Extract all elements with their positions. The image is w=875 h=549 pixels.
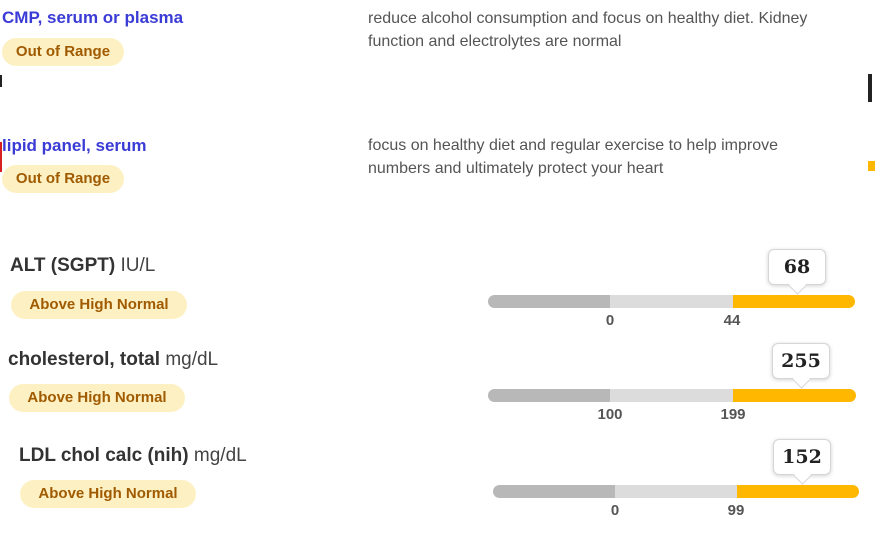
range-segment-low [488, 295, 610, 308]
test-name: ALT (SGPT) IU/L [10, 255, 155, 277]
panel-note: focus on healthy diet and regular exerci… [368, 137, 779, 177]
panel-title-lipid[interactable]: lipid panel, serum [2, 136, 147, 155]
status-badge: Above High Normal [11, 291, 187, 319]
status-badge: Out of Range [2, 165, 124, 193]
panel-title-cmp[interactable]: CMP, serum or plasma [2, 8, 184, 27]
range-segment-low [488, 389, 610, 402]
edge-marker [868, 161, 875, 171]
status-badge: Out of Range [2, 38, 124, 66]
edge-marker [0, 142, 2, 172]
range-high-label: 99 [727, 502, 745, 519]
test-label: LDL chol calc (nih) [19, 445, 189, 466]
range-segment-normal [610, 389, 733, 402]
range-bar [488, 389, 856, 402]
edge-marker [868, 74, 872, 102]
test-name: LDL chol calc (nih) mg/dL [19, 445, 247, 467]
range-segment-normal [615, 485, 737, 498]
range-bar [488, 295, 855, 308]
range-segment-high [737, 485, 859, 498]
range-low-label: 0 [610, 502, 620, 519]
range-low-label: 100 [597, 406, 623, 423]
panel-note: reduce alcohol consumption and focus on … [368, 10, 808, 50]
test-name: cholesterol, total mg/dL [8, 349, 218, 371]
result-value-bubble: 68 [768, 249, 826, 285]
test-unit: mg/dL [165, 349, 219, 370]
range-high-label: 199 [720, 406, 746, 423]
result-value-bubble: 152 [773, 439, 831, 475]
test-label: ALT (SGPT) [10, 255, 116, 276]
test-unit: IU/L [120, 255, 156, 276]
range-segment-high [733, 295, 855, 308]
status-badge: Above High Normal [20, 480, 196, 508]
status-badge: Above High Normal [9, 384, 185, 412]
range-segment-low [493, 485, 615, 498]
test-unit: mg/dL [193, 445, 247, 466]
range-segment-high [733, 389, 856, 402]
range-high-label: 44 [723, 312, 741, 329]
edge-marker [0, 75, 2, 87]
range-segment-normal [610, 295, 733, 308]
result-value-bubble: 255 [772, 343, 830, 379]
range-bar [493, 485, 859, 498]
range-low-label: 0 [605, 312, 615, 329]
test-label: cholesterol, total [8, 349, 161, 370]
